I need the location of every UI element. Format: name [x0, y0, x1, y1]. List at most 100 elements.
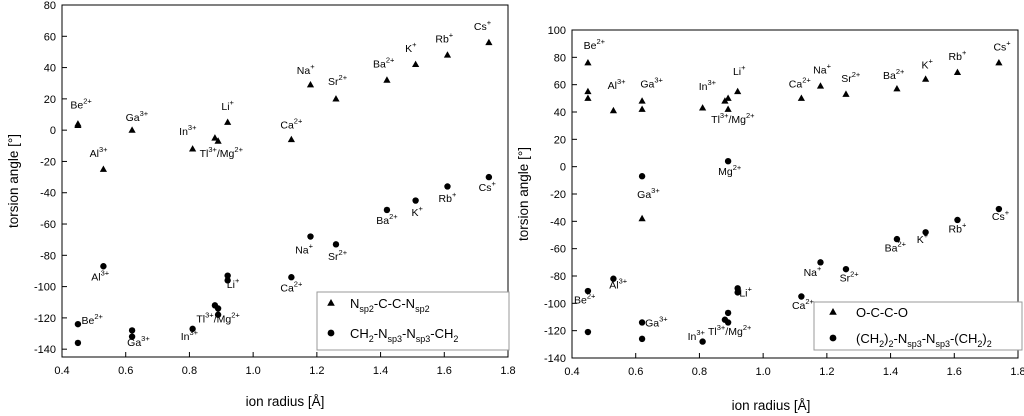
ion-charge: 2+ [339, 73, 348, 82]
ion-label: Tl3+/Mg2+ [196, 311, 240, 326]
ion-symbol: Li [221, 101, 229, 113]
legend-subscript: 2 [453, 334, 458, 344]
ion-label: Ba2+ [373, 56, 395, 71]
ion-charge: 3+ [696, 328, 705, 337]
triangle-point [609, 106, 618, 114]
ion-label: Rb+ [439, 190, 457, 205]
legend-text-part: -N [402, 326, 416, 341]
ion-charge: 3+ [707, 78, 716, 87]
circle-point [893, 235, 901, 243]
ion-symbol: Ca [280, 282, 294, 294]
ion-label: Cs+ [479, 179, 497, 194]
y-tick-label: 100 [548, 25, 566, 37]
ion-charge: 2+ [897, 239, 906, 248]
y-tick-label: -120 [544, 326, 566, 338]
ion-label: Be2+ [574, 291, 596, 306]
ion-symbol: Be [574, 294, 587, 306]
ion-charge: 3+ [651, 186, 660, 195]
ion-charge: + [419, 204, 424, 213]
y-tick-label: -20 [550, 189, 566, 201]
ion-symbol: Li [227, 279, 235, 291]
ion-charge-2: 2+ [231, 311, 240, 320]
triangle-point [724, 94, 732, 101]
ion-charge: 2+ [596, 37, 605, 46]
y-tick-label: 20 [44, 94, 56, 106]
ion-charge: 3+ [659, 315, 668, 324]
legend-triangle-marker [829, 308, 837, 315]
legend-circle-marker [327, 329, 335, 337]
y-tick-label: 20 [554, 134, 566, 146]
ion-symbol-2: /Mg [217, 148, 235, 160]
circle-point [842, 265, 850, 273]
ion-charge: + [962, 220, 967, 229]
x-tick-label: 1.0 [755, 366, 770, 378]
triangle-point [953, 68, 962, 75]
triangle-point [332, 95, 340, 102]
y-axis-label: torsion angle [°] [6, 134, 21, 228]
ion-symbol: Na [297, 65, 311, 77]
circle-point [798, 293, 805, 300]
legend-subscript: 2 [369, 334, 374, 344]
ion-label: Ga3+ [127, 334, 150, 349]
circle-point [584, 287, 592, 295]
ion-charge: 2+ [733, 163, 742, 172]
ion-label: In3+ [179, 123, 197, 138]
ion-label: Cs+ [992, 208, 1010, 223]
ion-label: Cs+ [993, 39, 1011, 54]
y-tick-label: -140 [544, 353, 566, 365]
ion-symbol: Ba [373, 59, 386, 71]
circle-point [288, 274, 295, 281]
triangle-point [995, 59, 1003, 66]
legend-circle-marker [829, 334, 837, 342]
ion-label: K+ [412, 204, 424, 219]
circle-point [724, 309, 732, 317]
ion-label: Ca2+ [280, 279, 303, 294]
left-chart: 0.4 0.6 0.8 1.0 1.2 1.4 1.6 1.8 -140 -120 -100 -80 -… [6, 0, 516, 409]
ion-symbol: Al [608, 80, 617, 92]
triangle-point [128, 126, 136, 133]
circle-point [224, 272, 231, 279]
legend-text-part: CH [350, 326, 369, 341]
ion-label: Be2+ [82, 312, 104, 327]
ion-symbol-2: /Mg [725, 326, 743, 338]
ion-charge: 3+ [717, 323, 726, 332]
ion-symbol: Sr [328, 76, 339, 88]
legend-text-part: -N [922, 331, 936, 346]
triangle-point [99, 165, 108, 172]
x-tick-label: 1.0 [245, 365, 260, 377]
ion-label: Tl3+/Mg2+ [200, 145, 244, 160]
ion-symbol: Ca [280, 120, 294, 132]
legend-label: Nsp2-C-C-Nsp2 [350, 296, 430, 314]
circle-point [74, 320, 82, 328]
y-tick-label: 40 [554, 107, 566, 119]
ion-label: K+ [405, 40, 417, 55]
ion-charge: 2+ [852, 70, 861, 79]
ion-label: Sr2+ [328, 248, 348, 263]
ion-symbol: Mg [718, 166, 733, 178]
triangle-point [734, 87, 742, 95]
ion-label: Al3+ [90, 145, 109, 160]
x-tick-label: 0.6 [118, 365, 133, 377]
triangle-point [584, 87, 592, 95]
ion-charge: 2+ [294, 117, 303, 126]
ion-symbol: Sr [841, 73, 852, 85]
ion-label: Rb+ [435, 31, 453, 46]
legend-subscript: 2 [888, 339, 893, 349]
circle-point [724, 319, 732, 326]
ion-charge: 2+ [850, 269, 859, 278]
circle-point [128, 333, 136, 340]
ion-charge-2: 2+ [746, 111, 755, 120]
y-tick-label: -100 [544, 298, 566, 310]
ion-symbol: Al [609, 279, 618, 291]
y-tick-label: 80 [44, 0, 56, 12]
legend-text-part: N [350, 296, 359, 311]
triangle-point [214, 137, 222, 144]
ion-charge: 3+ [208, 145, 217, 154]
legend-box [316, 291, 510, 351]
legend-label: CH2-Nsp3-Nsp3-CH2 [350, 326, 458, 344]
ion-symbol: In [179, 126, 188, 138]
ion-charge: 3+ [190, 328, 199, 337]
ion-label: Li+ [227, 276, 240, 291]
x-tick-label: 1.6 [437, 365, 452, 377]
ion-label: Na+ [295, 242, 313, 257]
